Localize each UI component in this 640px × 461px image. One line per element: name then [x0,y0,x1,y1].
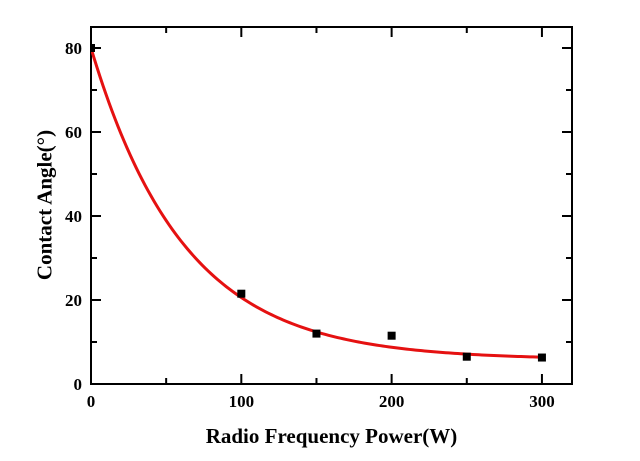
data-point [537,353,546,362]
data-point [91,44,95,52]
y-tick-label: 60 [65,123,82,142]
y-tick-label: 40 [65,207,82,226]
x-tick-label: 200 [379,392,405,411]
y-tick-label: 80 [65,39,82,58]
data-point [462,352,471,361]
y-tick-label: 0 [74,375,83,394]
x-axis-title: Radio Frequency Power(W) [205,424,458,448]
x-tick-label: 100 [229,392,255,411]
plot-frame [90,26,573,385]
y-axis-title: Contact Angle(°) [32,129,57,281]
x-tick-label: 300 [529,392,555,411]
data-point [237,289,246,298]
y-tick-label: 20 [65,291,82,310]
x-tick-label: 0 [87,392,96,411]
data-point [387,331,396,340]
data-point [312,329,321,338]
fit-curve [91,46,544,359]
